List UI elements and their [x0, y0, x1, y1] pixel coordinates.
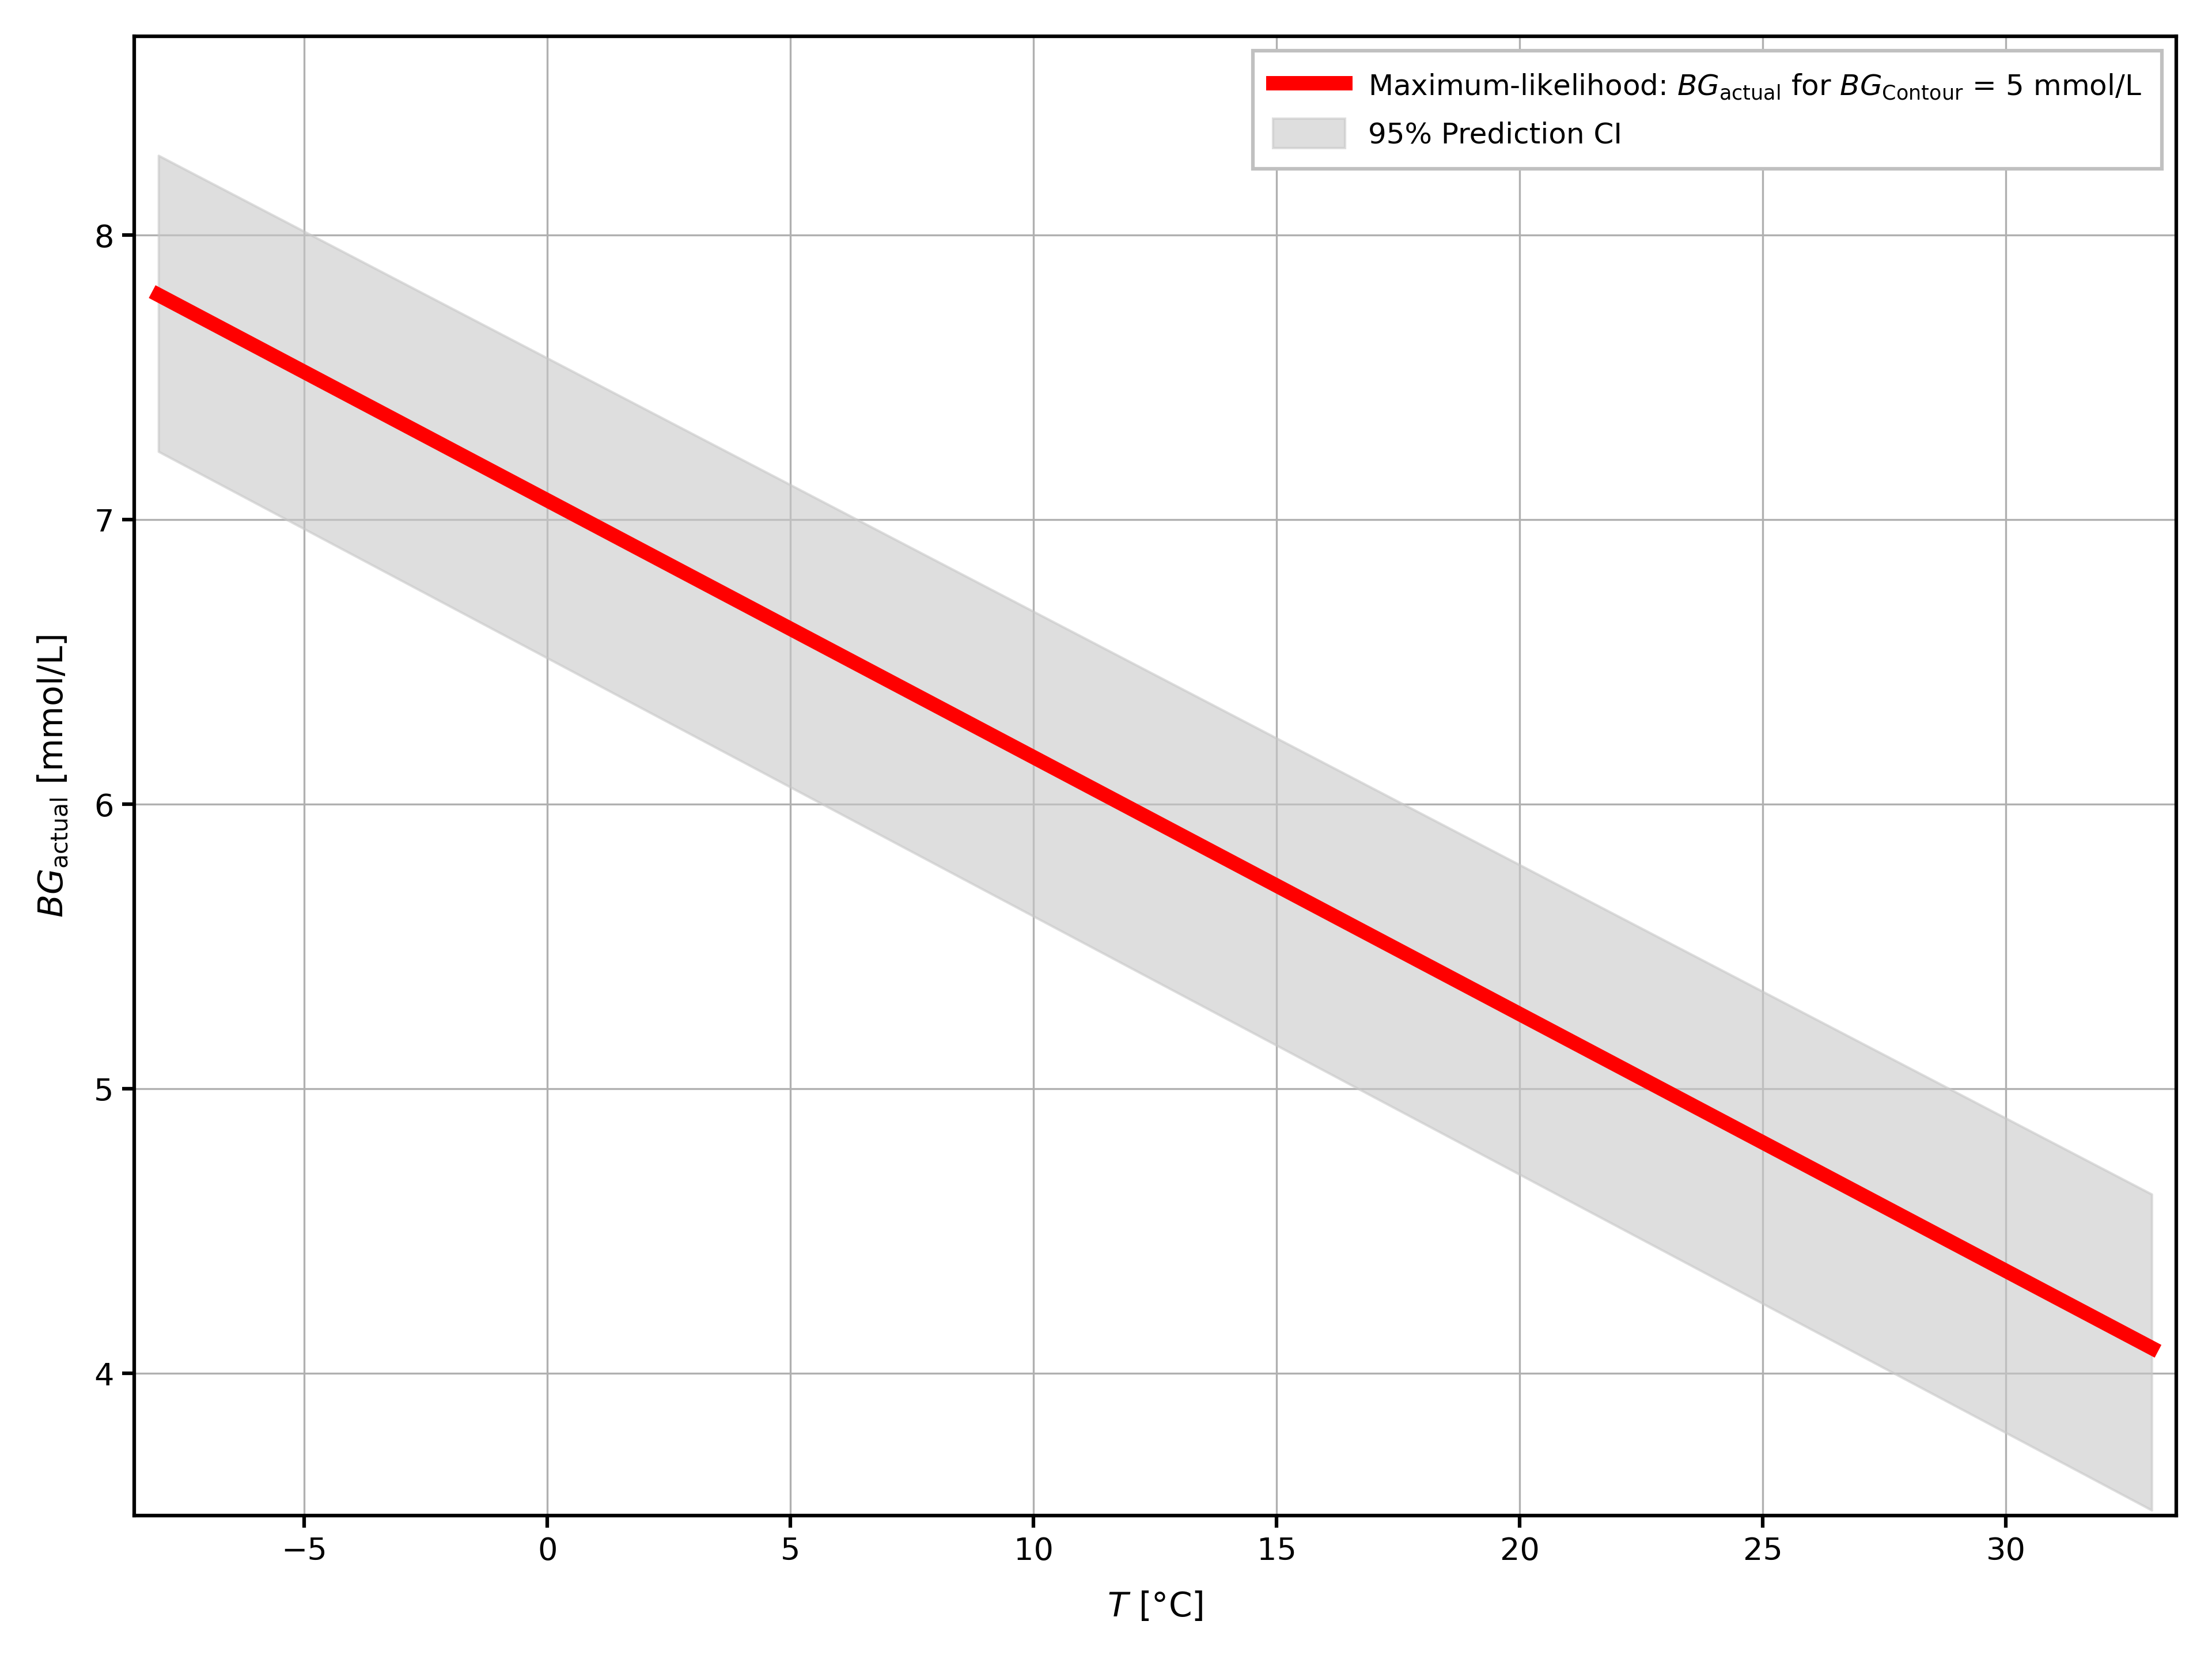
X-axis label: $T$ [°C]: $T$ [°C]: [1106, 1591, 1203, 1623]
Legend: Maximum-likelihood: $\mathit{BG}_{\mathrm{actual}}$ for $\mathit{BG}_{\mathrm{Co: Maximum-likelihood: $\mathit{BG}_{\mathr…: [1252, 50, 2161, 169]
Y-axis label: $\mathit{BG}_{\mathrm{actual}}$ [mmol/L]: $\mathit{BG}_{\mathrm{actual}}$ [mmol/L]: [35, 634, 71, 917]
